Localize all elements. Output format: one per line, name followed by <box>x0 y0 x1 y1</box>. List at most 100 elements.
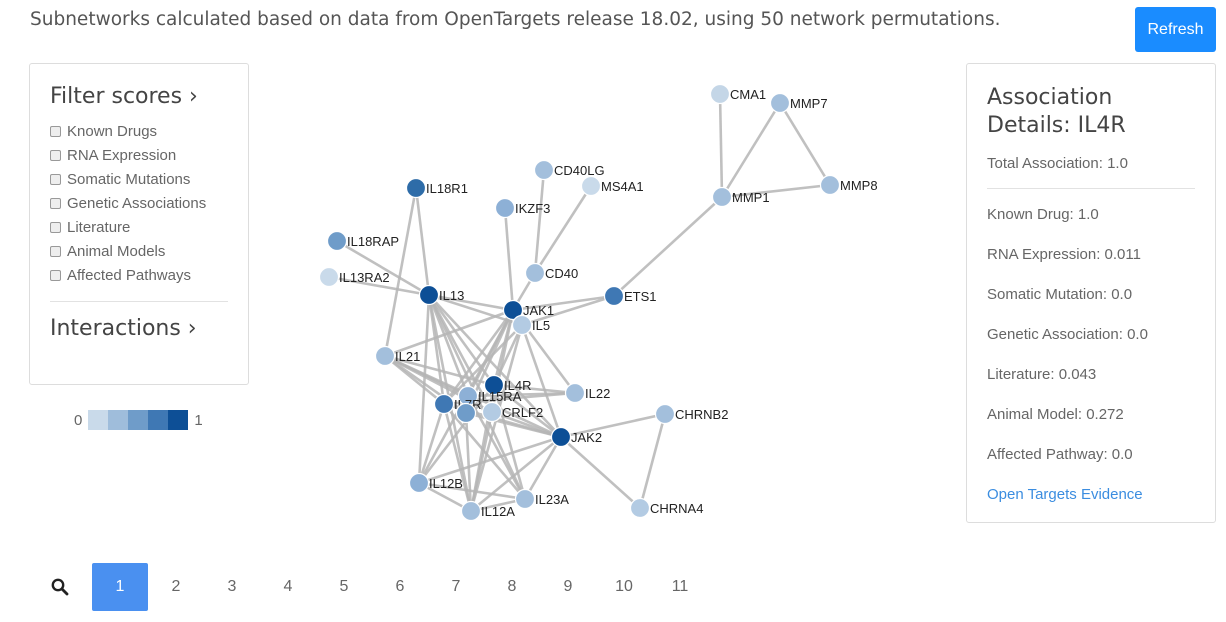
network-node[interactable]: JAK1 <box>502 299 555 321</box>
network-node-label: IL23A <box>535 492 569 507</box>
network-node-label: MMP7 <box>790 96 828 111</box>
network-node[interactable]: IL12B <box>408 472 463 494</box>
network-node[interactable]: CMA1 <box>709 83 767 105</box>
filter-item[interactable]: Genetic Associations <box>50 191 228 215</box>
filter-list: Known Drugs RNA Expression Somatic Mutatio… <box>50 119 228 287</box>
network-node-circle[interactable] <box>326 230 348 252</box>
network-node[interactable]: IL22 <box>564 382 611 404</box>
network-node-circle[interactable] <box>494 197 516 219</box>
network-node[interactable]: ETS1 <box>603 285 657 307</box>
network-node[interactable]: MMP8 <box>819 174 878 196</box>
network-node[interactable]: MMP1 <box>711 186 770 208</box>
network-node-circle[interactable] <box>514 488 536 510</box>
network-node-circle[interactable] <box>460 500 482 522</box>
network-node-label: IL12B <box>429 476 463 491</box>
network-node-circle[interactable] <box>408 472 430 494</box>
filter-item[interactable]: Literature <box>50 215 228 239</box>
page-button[interactable]: 3 <box>227 578 237 595</box>
page-button[interactable]: 7 <box>451 578 461 595</box>
network-node[interactable]: MMP7 <box>769 92 828 114</box>
network-node[interactable]: JAK2 <box>550 426 603 448</box>
detail-row: RNA Expression: 0.011 <box>987 246 1141 263</box>
network-node[interactable]: IL23A <box>514 488 570 510</box>
network-node-circle[interactable] <box>603 285 625 307</box>
network-node[interactable]: IL13RA2 <box>318 266 390 288</box>
filter-item[interactable]: Animal Models <box>50 239 228 263</box>
network-node-circle[interactable] <box>550 426 572 448</box>
network-node-circle[interactable] <box>455 402 477 424</box>
network-node[interactable]: IL15RA <box>457 385 522 407</box>
filter-item[interactable]: RNA Expression <box>50 143 228 167</box>
network-node-circle[interactable] <box>405 177 427 199</box>
page-button[interactable]: 8 <box>507 578 517 595</box>
network-node-circle[interactable] <box>511 314 533 336</box>
network-node-circle[interactable] <box>580 175 602 197</box>
open-targets-evidence-link[interactable]: Open Targets Evidence <box>987 486 1143 503</box>
network-node-label: MS4A1 <box>601 179 644 194</box>
interactions-heading[interactable]: Interactions › <box>50 316 197 341</box>
legend-max-label: 1 <box>194 411 203 429</box>
filter-checkbox[interactable] <box>50 125 61 137</box>
filter-item[interactable]: Known Drugs <box>50 119 228 143</box>
network-node-circle[interactable] <box>483 374 505 396</box>
filter-checkbox[interactable] <box>50 269 61 281</box>
network-node[interactable]: IL4R <box>483 374 532 396</box>
network-node[interactable]: CD40LG <box>533 159 605 181</box>
network-node[interactable]: IL18RAP <box>326 230 400 252</box>
network-node[interactable]: IL21 <box>374 345 421 367</box>
network-node-circle[interactable] <box>433 393 455 415</box>
network-node[interactable] <box>455 402 477 424</box>
page-button[interactable]: 10 <box>615 578 633 595</box>
network-node[interactable]: CRLF2 <box>481 401 544 423</box>
filter-item[interactable]: Somatic Mutations <box>50 167 228 191</box>
network-node-circle[interactable] <box>502 299 524 321</box>
network-node-circle[interactable] <box>564 382 586 404</box>
network-edge <box>523 436 563 500</box>
network-node-circle[interactable] <box>418 284 440 306</box>
network-node-circle[interactable] <box>629 497 651 519</box>
filter-checkbox[interactable] <box>50 245 61 257</box>
page-button[interactable]: 5 <box>339 578 349 595</box>
network-node[interactable]: IL13 <box>418 284 465 306</box>
network-node[interactable]: MS4A1 <box>580 175 644 197</box>
filter-scores-heading[interactable]: Filter scores › <box>50 84 198 109</box>
network-node[interactable]: IL12A <box>460 500 516 522</box>
refresh-button[interactable]: Refresh <box>1135 7 1216 52</box>
network-edge <box>720 102 782 198</box>
search-icon[interactable] <box>42 563 78 611</box>
network-node-label: IL18RAP <box>347 234 399 249</box>
filter-checkbox[interactable] <box>50 149 61 161</box>
network-edge <box>613 196 723 297</box>
network-node[interactable]: CD40 <box>524 262 579 284</box>
page-button[interactable]: 11 <box>671 578 689 595</box>
network-node-circle[interactable] <box>711 186 733 208</box>
page-button[interactable]: 6 <box>395 578 405 595</box>
network-node[interactable]: IKZF3 <box>494 197 551 219</box>
network-edge <box>560 436 641 509</box>
network-node[interactable]: IL5 <box>511 314 551 336</box>
filter-checkbox[interactable] <box>50 173 61 185</box>
network-node-circle[interactable] <box>524 262 546 284</box>
network-node[interactable]: CHRNB2 <box>654 403 729 425</box>
network-node-circle[interactable] <box>374 345 396 367</box>
filter-checkbox[interactable] <box>50 197 61 209</box>
network-node-circle[interactable] <box>819 174 841 196</box>
detail-row: Affected Pathway: 0.0 <box>987 446 1133 463</box>
page-button[interactable]: 1 <box>92 563 148 611</box>
network-node-circle[interactable] <box>318 266 340 288</box>
page-button[interactable]: 4 <box>283 578 293 595</box>
network-node-circle[interactable] <box>709 83 731 105</box>
page-button[interactable]: 2 <box>171 578 181 595</box>
network-node-circle[interactable] <box>481 401 503 423</box>
filter-checkbox[interactable] <box>50 221 61 233</box>
network-node-circle[interactable] <box>654 403 676 425</box>
network-node-label: JAK1 <box>523 303 554 318</box>
network-node[interactable]: IL18R1 <box>405 177 468 199</box>
network-node[interactable]: CHRNA4 <box>629 497 704 519</box>
network-node-circle[interactable] <box>769 92 791 114</box>
page-button[interactable]: 9 <box>563 578 573 595</box>
filter-item[interactable]: Affected Pathways <box>50 263 228 287</box>
network-node-circle[interactable] <box>533 159 555 181</box>
network-edge <box>414 187 431 296</box>
